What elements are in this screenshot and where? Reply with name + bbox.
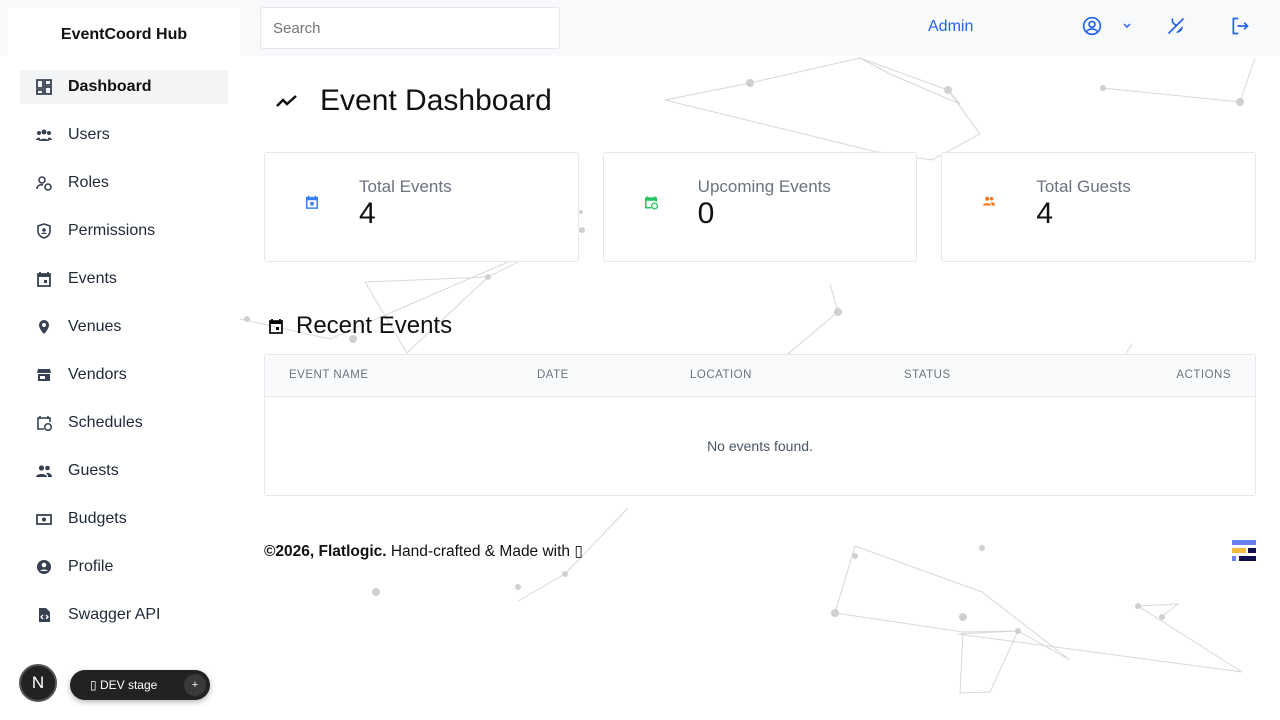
trending-icon [276,95,297,107]
user-circle-icon[interactable] [1082,16,1102,36]
sidebar-item-permissions[interactable]: Permissions [20,214,228,248]
calendar-clock-icon [644,196,658,210]
background-network [240,57,1256,694]
sidebar-item-schedules[interactable]: Schedules [20,406,228,440]
sidebar-nav: Dashboard Users Roles Permissions Events… [8,70,240,632]
stat-label: Total Events [359,177,452,196]
table-header: EVENT NAME DATE LOCATION STATUS ACTIONS [265,355,1255,397]
sidebar-item-roles[interactable]: Roles [20,166,228,200]
sidebar-item-vendors[interactable]: Vendors [20,358,228,392]
sidebar-item-label: Vendors [68,366,127,383]
map-pin-icon [39,320,49,334]
sidebar-item-label: Permissions [68,222,156,239]
calendar-icon [269,319,283,334]
column-header: ACTIONS [1176,369,1231,381]
stat-value: 4 [359,197,376,230]
sidebar-item-label: Dashboard [68,78,152,95]
sidebar-item-label: Guests [68,462,119,479]
stat-card-upcoming-events: Upcoming Events 0 [602,152,918,262]
column-header[interactable]: EVENT NAME [289,369,369,381]
stats-cards: Total Events 4 Upcoming Events 0 Total Gue… [264,152,1257,262]
sidebar-item-budgets[interactable]: Budgets [20,502,228,536]
stat-card-total-events: Total Events 4 [264,152,579,262]
main-content: Event Dashboard Total Events 4 Upcoming E… [264,56,1257,562]
stat-value: 0 [697,197,715,230]
sidebar: EventCoord Hub Dashboard Users Roles Per… [8,8,240,720]
stat-value: 4 [1036,197,1054,230]
users-icon [36,129,52,141]
column-header[interactable]: DATE [537,369,569,381]
footer-text: Hand-crafted & Made with [386,542,575,560]
heart-icon: ▯ [574,542,583,560]
roles-icon [36,176,52,191]
theme-toggle-icon[interactable] [1166,16,1186,36]
section-title: Recent Events [296,312,453,339]
dashboard-icon [36,79,52,95]
sidebar-item-guests[interactable]: Guests [20,454,228,488]
flatlogic-logo-icon[interactable] [1232,540,1256,562]
guests-icon [983,196,996,206]
logout-icon[interactable] [1230,16,1250,36]
empty-message: No events found. [707,438,813,454]
nextjs-badge[interactable]: N [19,664,57,702]
dev-stage-pill[interactable]: ▯ DEV stage + [70,670,210,700]
sidebar-item-label: Roles [68,174,109,191]
sidebar-item-label: Schedules [68,414,143,431]
calendar-icon [305,195,319,209]
cash-icon [36,514,52,525]
footer-copyright[interactable]: ©2026, Flatlogic. [264,542,387,560]
dev-stage-label: ▯ DEV stage [90,678,158,692]
sidebar-item-profile[interactable]: Profile [20,550,228,584]
plus-icon[interactable]: + [184,674,206,696]
account-icon [37,560,51,574]
sidebar-item-users[interactable]: Users [20,118,228,152]
stat-card-total-guests: Total Guests 4 [941,152,1257,262]
sidebar-item-label: Profile [68,558,114,575]
stat-label: Upcoming Events [697,177,831,196]
sidebar-item-label: Venues [68,318,122,335]
recent-events-table: EVENT NAME DATE LOCATION STATUS ACTIONS … [264,354,1256,496]
sidebar-item-label: Users [68,126,110,143]
sidebar-item-events[interactable]: Events [20,262,228,296]
sidebar-item-dashboard[interactable]: Dashboard [20,70,228,104]
chevron-down-icon[interactable] [1122,22,1132,30]
app-logo: EventCoord Hub [8,8,240,56]
recent-events-header: Recent Events [264,310,1256,342]
footer: ©2026, Flatlogic. Hand-crafted & Made wi… [264,540,1256,562]
sidebar-item-label: Events [68,270,117,287]
file-code-icon [39,608,50,622]
page-title: Event Dashboard [320,84,552,117]
sidebar-item-swagger-api[interactable]: Swagger API [20,598,228,632]
shield-icon [37,223,51,239]
sidebar-item-label: Swagger API [68,606,161,623]
calendar-clock-icon [37,416,52,431]
user-name[interactable]: Admin [928,18,974,35]
calendar-icon [37,272,51,287]
guests-icon [36,465,52,477]
column-header[interactable]: STATUS [904,369,951,381]
column-header[interactable]: LOCATION [690,369,752,381]
sidebar-item-label: Budgets [68,510,127,527]
store-icon [37,369,51,381]
stat-label: Total Guests [1036,177,1131,196]
search-input[interactable] [260,7,560,49]
sidebar-item-venues[interactable]: Venues [20,310,228,344]
page-header: Event Dashboard [264,56,1256,146]
